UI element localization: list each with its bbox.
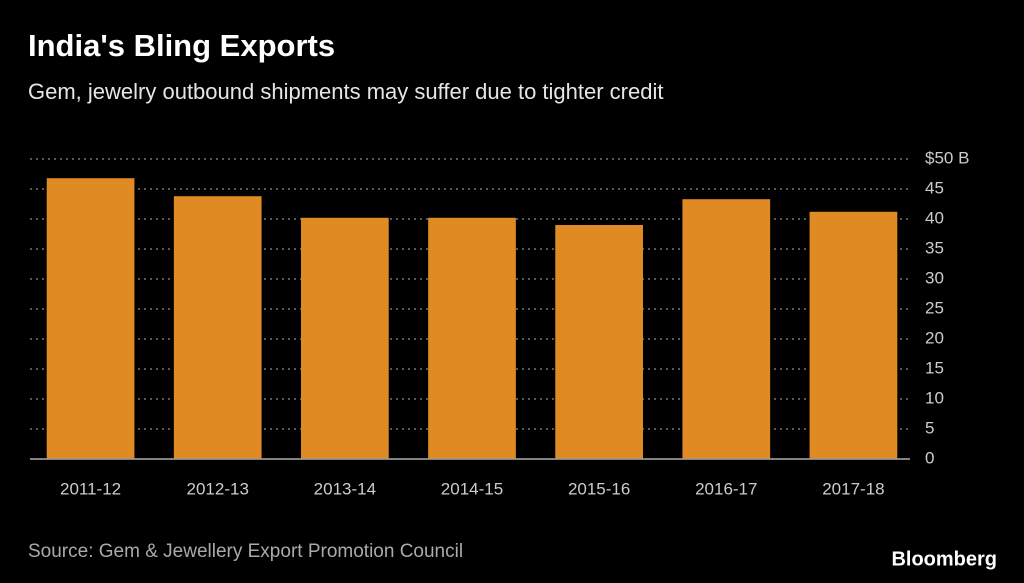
- brand: Bloomberg: [891, 548, 997, 570]
- x-tick-label: 2015-16: [568, 479, 630, 498]
- x-tick-label: 2011-12: [60, 479, 121, 498]
- x-tick-label: 2016-17: [695, 479, 757, 498]
- bar: [46, 178, 135, 459]
- chart-title: India's Bling Exports: [28, 28, 335, 63]
- y-tick-label: 35: [925, 238, 944, 257]
- source: Source: Gem & Jewellery Export Promotion…: [28, 541, 463, 562]
- bar: [555, 225, 644, 459]
- x-tick-label: 2013-14: [314, 479, 376, 498]
- y-tick-label: 40: [925, 208, 944, 227]
- y-tick-label: 5: [925, 418, 934, 437]
- bar: [809, 211, 898, 459]
- bar: [682, 199, 771, 459]
- y-tick-label: 25: [925, 298, 944, 317]
- y-tick-label: $50 B: [925, 148, 969, 167]
- y-tick-label: 10: [925, 388, 944, 407]
- y-tick-label: 15: [925, 358, 944, 377]
- x-tick-label: 2014-15: [441, 479, 503, 498]
- bar: [428, 217, 516, 459]
- y-tick-label: 45: [925, 178, 944, 197]
- x-tick-label: 2017-18: [822, 479, 884, 498]
- bar: [173, 196, 262, 459]
- x-tick-label: 2012-13: [187, 479, 249, 498]
- y-tick-label: 0: [925, 448, 934, 467]
- chart-subtitle: Gem, jewelry outbound shipments may suff…: [28, 79, 663, 104]
- bar: [300, 217, 389, 459]
- y-tick-label: 20: [925, 328, 944, 347]
- y-tick-label: 30: [925, 268, 944, 287]
